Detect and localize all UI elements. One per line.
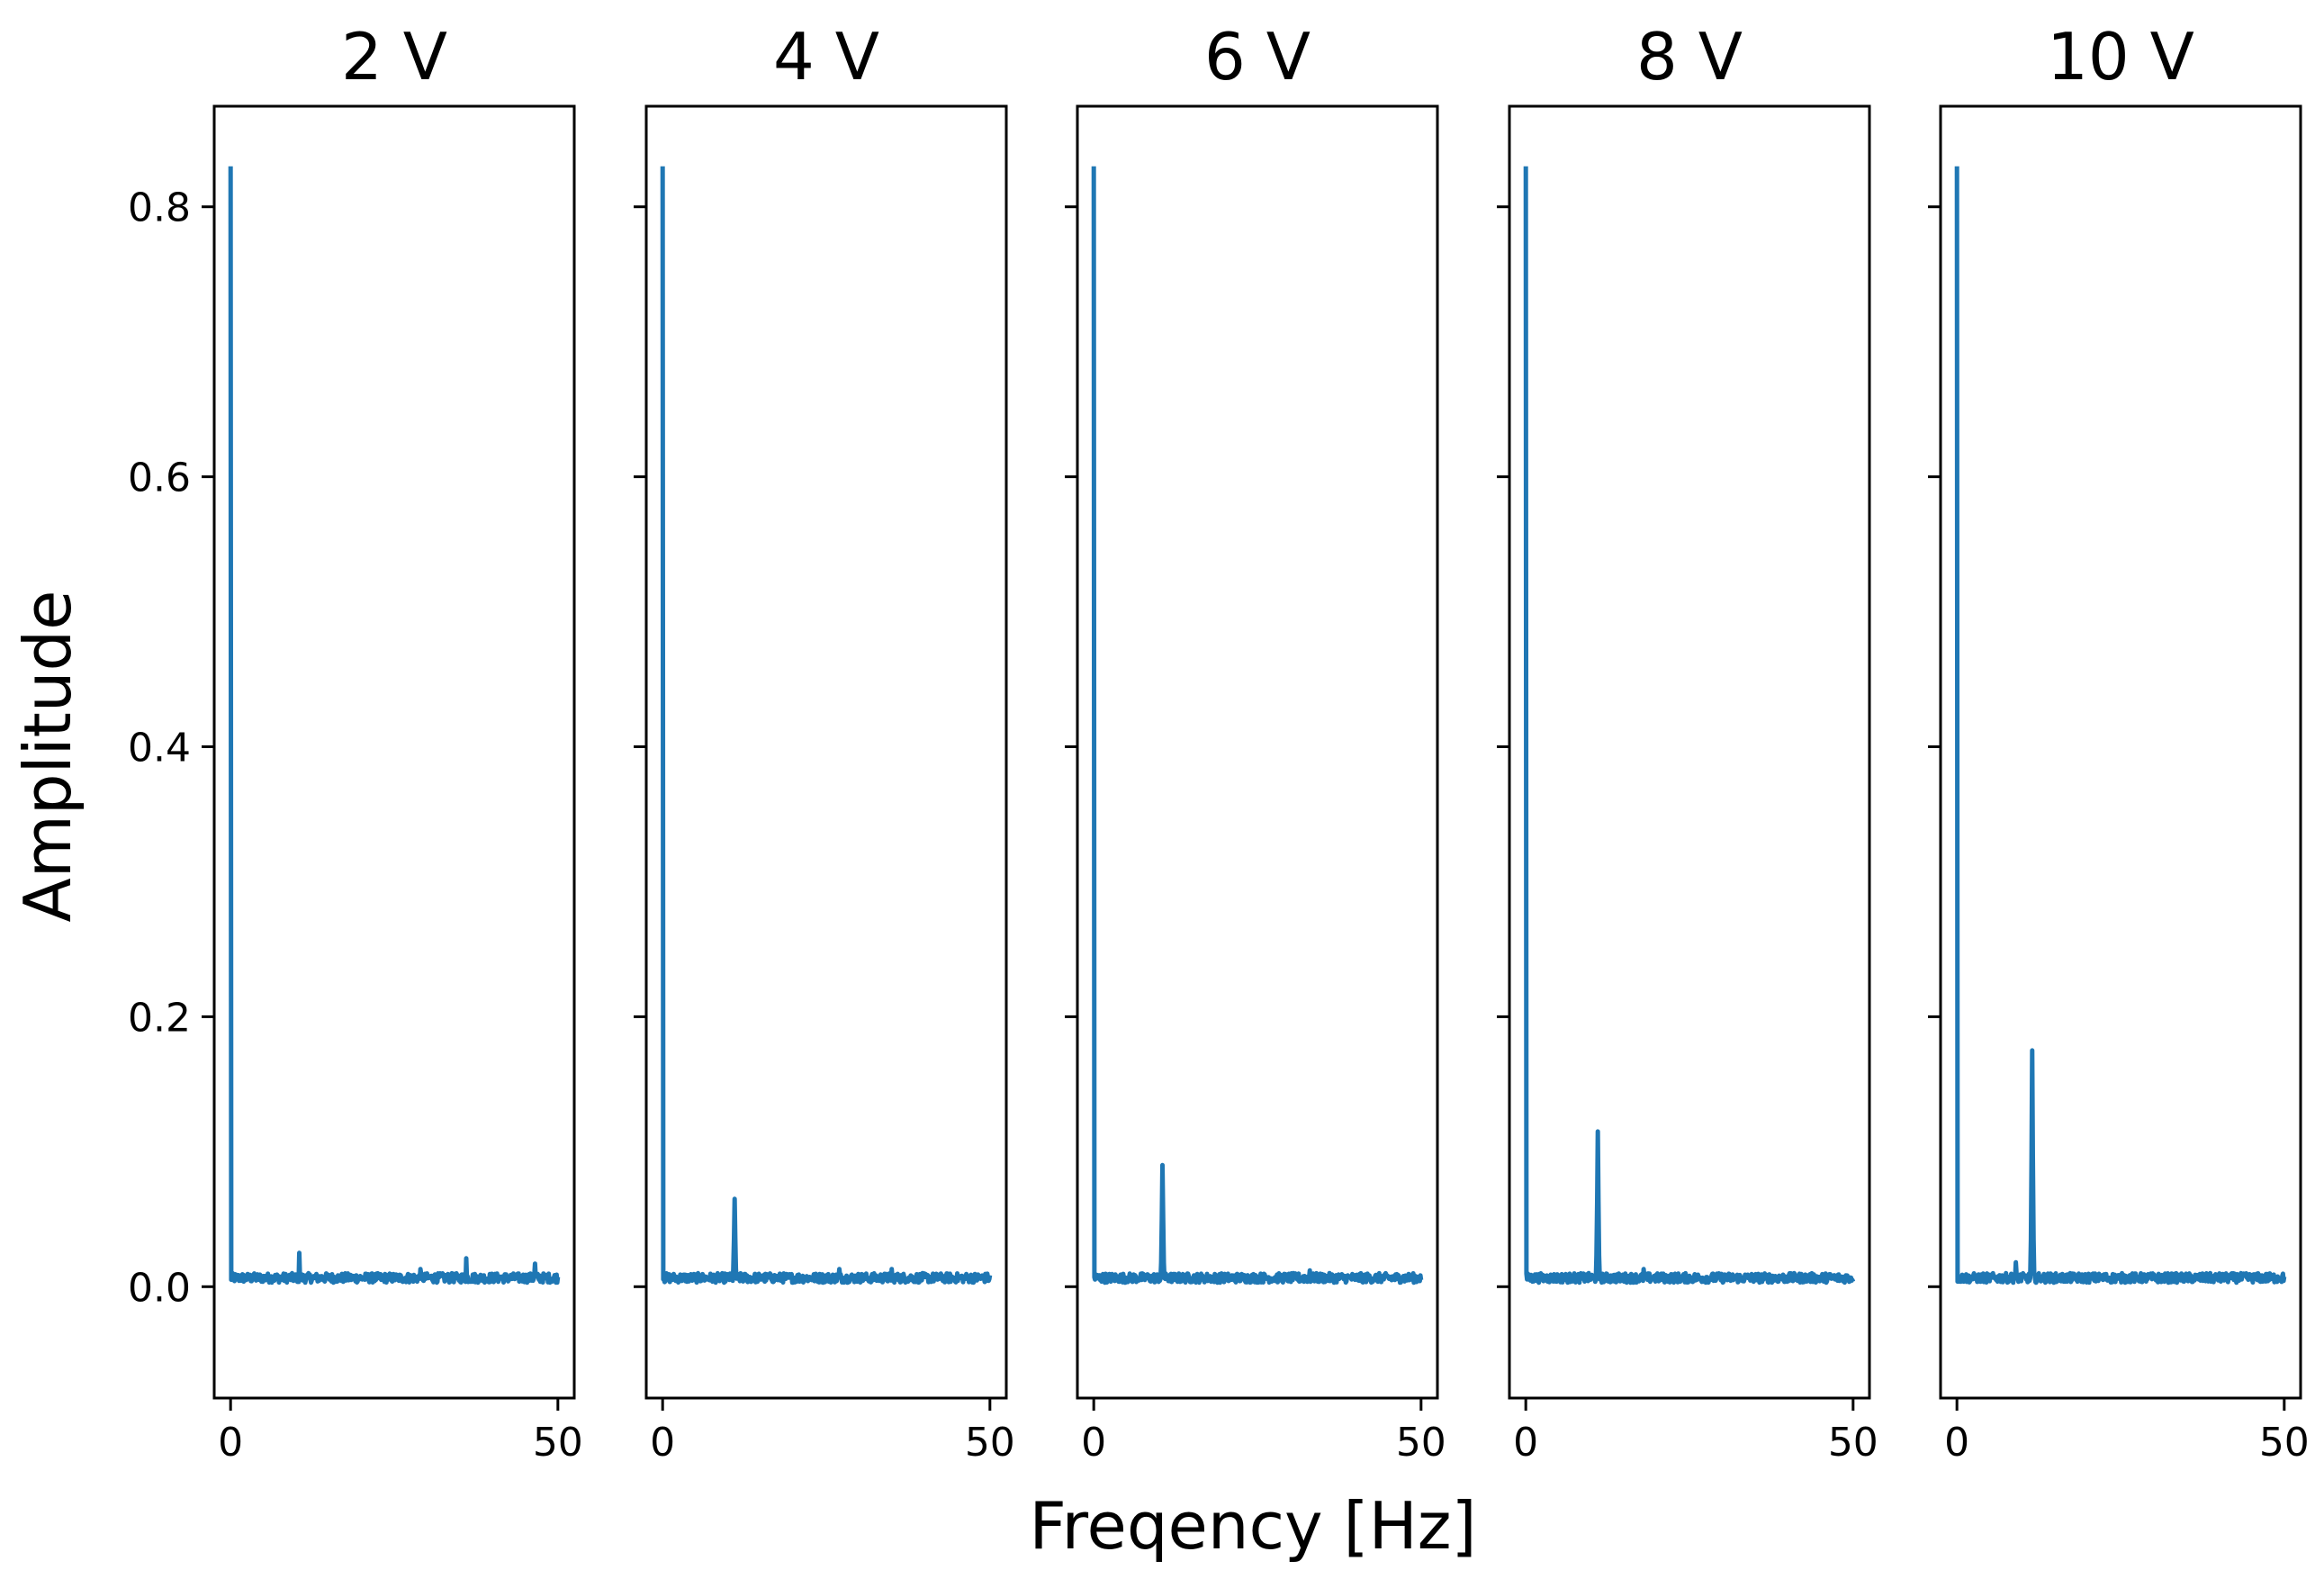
panel-title: 2 V: [341, 19, 447, 95]
x-tick-label: 0: [1513, 1420, 1538, 1466]
panel-2: 4 V 0 50: [634, 19, 1015, 1466]
y-tick-label: 0.4: [128, 726, 191, 771]
panel-title: 8 V: [1636, 19, 1743, 95]
y-tick-label: 0.0: [128, 1265, 191, 1311]
spectrum-line: [660, 166, 993, 1286]
axes-frame: [1508, 104, 1871, 1400]
panel-title: 4 V: [773, 19, 879, 95]
x-tick-label: 50: [965, 1420, 1015, 1466]
panel-1: 2 V 0 50 0.0 0.2 0.4 0.6 0.8: [128, 19, 583, 1466]
x-tick-label: 50: [533, 1420, 583, 1466]
x-axis-label: Freqency [Hz]: [1029, 1488, 1476, 1564]
panel-title: 10 V: [2047, 19, 2194, 95]
y-tick-label: 0.2: [128, 995, 191, 1041]
panel-4: 8 V 0 50: [1497, 19, 1878, 1466]
panel-3: 6 V 0 50: [1065, 19, 1446, 1466]
x-tick-label: 50: [1396, 1420, 1446, 1466]
spectrum-line: [1954, 166, 2287, 1286]
y-tick-label: 0.6: [128, 456, 191, 501]
spectrum-line: [1523, 166, 1856, 1286]
x-tick-label: 0: [1081, 1420, 1106, 1466]
x-tick-label: 50: [2259, 1420, 2310, 1466]
x-tick-label: 0: [1944, 1420, 1969, 1466]
axes-frame: [1076, 104, 1439, 1400]
y-tick-label: 0.8: [128, 185, 191, 231]
panels: 2 V0 500.00.20.40.60.84 V0 506 V0 508 V0 501…: [128, 19, 2310, 1466]
panel-5: 10 V 0 50: [1928, 19, 2310, 1466]
x-tick-label: 0: [218, 1420, 243, 1466]
y-axis-label: Amplitude: [10, 591, 86, 923]
axes-frame: [212, 104, 576, 1400]
axes-frame: [1939, 104, 2302, 1400]
x-tick-label: 0: [650, 1420, 675, 1466]
spectrum-line: [228, 166, 561, 1286]
axes-frame: [644, 104, 1008, 1400]
spectrum-line: [1091, 166, 1424, 1286]
x-tick-label: 50: [1828, 1420, 1878, 1466]
panel-title: 6 V: [1204, 19, 1311, 95]
